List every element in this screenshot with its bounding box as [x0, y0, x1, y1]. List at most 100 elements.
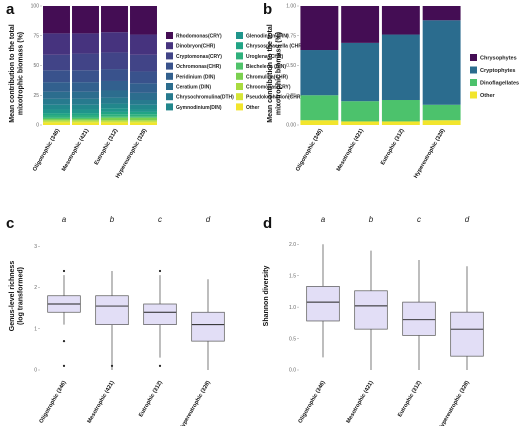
legend-label-b-chrysophytes: Chrysophytes: [480, 56, 517, 62]
bar-segment-a-mesotrophic-421-ochromonas-chr: [72, 70, 99, 83]
bar-segment-b-mesotrophic-421-dinoflagellates: [341, 101, 380, 122]
box-iqr-c-eutrophic-312: [143, 303, 177, 325]
x-tick-label-a-hypereutrophic-328: Hypereutrophic (328): [115, 128, 148, 180]
bar-segment-a-oligotrophic-346-chromulina-chr: [43, 119, 70, 121]
y-tick-label-b: 0.75: [286, 33, 296, 39]
bar-segment-a-eutrophic-312-cryptomonas-cry: [101, 52, 128, 70]
legend-label-a-ochromonas-chr: Ochromonas(CHR): [176, 64, 221, 70]
y-tick-label-d: 0.5: [289, 336, 296, 342]
bar-segment-a-eutrophic-312-rhodomonas-cry: [101, 6, 128, 33]
legend-swatch-a-gymnodinium-din: [166, 103, 173, 111]
box-iqr-d-hypereutrophic-328: [450, 311, 484, 357]
y-axis-title-b: Mean contribution to the total mixotrophi…: [267, 24, 283, 122]
y-tick-label-a: 0: [36, 123, 39, 129]
bar-segment-a-oligotrophic-346-chroomonas-cry: [43, 120, 70, 122]
bar-segment-a-eutrophic-312-gymnodinium-din: [101, 103, 128, 109]
bar-segment-a-eutrophic-312-ochromonas-chr: [101, 69, 128, 81]
box-iqr-d-oligotrophic-346: [306, 286, 340, 322]
x-tick-label-d-mesotrophic-421: Mesotrophic (421): [346, 380, 375, 425]
bar-segment-a-eutrophic-312-chrysochromulina-dth: [101, 97, 128, 104]
bar-segment-a-hypereutrophic-328-other: [130, 122, 157, 125]
bar-segment-a-oligotrophic-346-rhodomonas-cry: [43, 6, 70, 34]
bar-segment-b-mesotrophic-421-other: [341, 121, 380, 125]
y-axis-title-d: Shannon diversity: [263, 266, 270, 327]
bar-segment-a-mesotrophic-421-cryptomonas-cry: [72, 53, 99, 71]
legend-swatch-a-chromulina-chr: [236, 72, 243, 80]
bar-segment-a-mesotrophic-421-chrysosphaerella-chr: [72, 113, 99, 116]
bar-segment-a-hypereutrophic-328-cryptomonas-cry: [130, 54, 157, 72]
y-tick-label-a: 75: [33, 33, 39, 39]
legend-label-a-chrysochromulina-dth: Chrysochromulina(DTH): [176, 95, 234, 101]
bar-segment-b-oligotrophic-346-other: [300, 120, 339, 125]
bar-segment-a-hypereutrophic-328-dinobryon-chr: [130, 34, 157, 55]
legend-label-a-pseudokephyrion-chr: Pseudokephyrion(CHR): [246, 95, 302, 101]
x-tick-label-d-hypereutrophic-328: Hypereutrophic (328): [438, 380, 471, 426]
bar-segment-b-hypereutrophic-328-chrysophytes: [422, 6, 461, 21]
y-axis-title-a: Mean contribution to the total mixotrophi…: [9, 24, 25, 122]
y-tick-label-c: 1: [34, 326, 37, 332]
legend-swatch-b-cryptophytes: [470, 66, 477, 74]
bar-segment-a-oligotrophic-346-ceratium-din: [43, 91, 70, 99]
bar-segment-a-hypereutrophic-328-chroomonas-cry: [130, 120, 157, 122]
bar-segment-a-eutrophic-312-other: [101, 122, 128, 125]
y-tick-label-a: 50: [33, 63, 39, 69]
bar-segment-a-mesotrophic-421-other: [72, 122, 99, 125]
bar-segment-b-hypereutrophic-328-other: [422, 120, 461, 125]
bar-segment-b-hypereutrophic-328-cryptophytes: [422, 20, 461, 105]
bar-segment-a-oligotrophic-346-ochromonas-chr: [43, 70, 70, 83]
y-axis-title-line1: Mean contribution to the total: [9, 24, 16, 122]
bar-segment-a-oligotrophic-346-chrysochromulina-dth: [43, 98, 70, 105]
y-tick-label-d: 1.0: [289, 305, 296, 311]
legend-label-a-gymnodinium-din: Gymnodinium(DIN): [176, 105, 222, 111]
y-tick-label-a: 100: [31, 4, 40, 10]
bar-segment-a-oligotrophic-346-pseudokephyrion-chr: [43, 121, 70, 123]
panel-c: c 0 1 2 3 a b c d Genus-level richness (log transf…: [6, 215, 225, 426]
legend-swatch-a-rhodomonas-cry: [166, 32, 173, 39]
group-letter-d-eutrophic-312: c: [417, 215, 421, 224]
bar-segment-a-oligotrophic-346-uroglena-chr: [43, 115, 70, 118]
bar-segment-a-eutrophic-312-chroomonas-cry: [101, 120, 128, 122]
bar-segment-a-mesotrophic-421-chrysochromulina-dth: [72, 98, 99, 105]
bar-segment-a-oligotrophic-346-dinobryon-chr: [43, 33, 70, 55]
legend-label-a-biecheleria-din: Biecheleria (DIN): [246, 64, 286, 70]
bar-segment-b-mesotrophic-421-chrysophytes: [341, 6, 380, 43]
group-letter-c-oligotrophic-346: a: [62, 215, 67, 224]
group-letter-c-hypereutrophic-328: d: [206, 215, 211, 224]
legend-swatch-a-chrysochromulina-dth: [166, 93, 173, 101]
x-tick-label-d-oligotrophic-346: Oligotrophic (346): [298, 380, 327, 425]
legend-swatch-a-pseudokephyrion-chr: [236, 93, 243, 101]
bar-segment-a-hypereutrophic-328-uroglena-chr: [130, 114, 157, 117]
y-axis-title-c: Genus-level richness (log transformed): [9, 261, 25, 332]
bar-segment-a-hypereutrophic-328-chrysosphaerella-chr: [130, 111, 157, 115]
box-iqr-c-mesotrophic-421: [95, 295, 129, 325]
bar-segment-a-eutrophic-312-uroglena-chr: [101, 114, 128, 117]
bar-segment-a-mesotrophic-421-ceratium-din: [72, 91, 99, 99]
y-axis-title-line1: Shannon diversity: [263, 266, 270, 327]
legend-swatch-a-cryptomonas-cry: [166, 52, 173, 60]
bar-segment-a-hypereutrophic-328-pseudokephyrion-chr: [130, 121, 157, 123]
legend-label-b-dinoflagellates: Dinoflagellates: [480, 81, 519, 87]
legend-swatch-a-biecheleria-din: [236, 62, 243, 70]
y-tick-label-a: 25: [33, 93, 39, 99]
panel-letter-a: a: [6, 1, 15, 18]
y-tick-label-c: 3: [34, 244, 37, 250]
bar-segment-b-eutrophic-312-dinoflagellates: [381, 100, 420, 122]
legend-label-a-glenodinium-din: Glenodinium(DIN): [246, 34, 289, 40]
bar-segment-a-mesotrophic-421-uroglena-chr: [72, 115, 99, 118]
bar-segment-a-mesotrophic-421-peridinium-din: [72, 82, 99, 92]
bar-segment-b-hypereutrophic-328-dinoflagellates: [422, 104, 461, 121]
y-axis-title-line2: mixotrophic biomass (%): [18, 32, 25, 115]
bar-segment-b-oligotrophic-346-dinoflagellates: [300, 95, 339, 121]
box-outlier-c-eutrophic-312-1: [158, 364, 162, 367]
bar-segment-a-eutrophic-312-chromulina-chr: [101, 117, 128, 121]
y-tick-label-b: 1.00: [286, 4, 296, 10]
legend-swatch-a-other: [236, 103, 243, 111]
bar-segment-a-eutrophic-312-chrysosphaerella-chr: [101, 111, 128, 115]
x-tick-label-c-oligotrophic-346: Oligotrophic (346): [39, 380, 68, 425]
x-tick-label-c-hypereutrophic-328: Hypereutrophic (328): [179, 380, 212, 426]
legend-swatch-a-uroglena-chr: [236, 52, 243, 60]
bar-segment-b-oligotrophic-346-cryptophytes: [300, 50, 339, 96]
x-tick-label-b-hypereutrophic-328: Hypereutrophic (328): [413, 128, 446, 180]
x-tick-label-c-eutrophic-312: Eutrophic (312): [138, 380, 164, 418]
x-tick-label-c-mesotrophic-421: Mesotrophic (421): [87, 380, 116, 425]
